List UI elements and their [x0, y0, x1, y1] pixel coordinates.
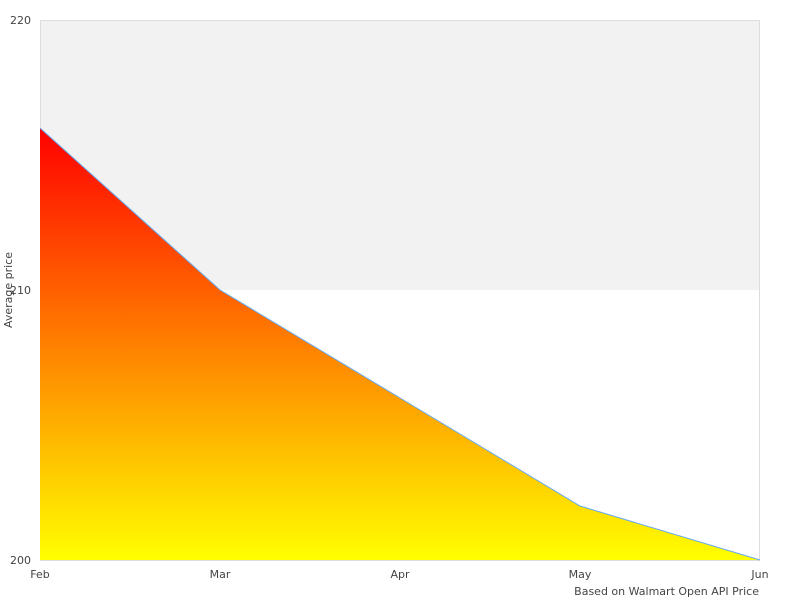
y-tick-label: 200	[10, 554, 31, 567]
x-tick-label: Jun	[750, 568, 768, 581]
y-axis-label: Average price	[2, 252, 15, 328]
x-tick-label: Mar	[210, 568, 231, 581]
series-line	[39, 127, 761, 561]
y-tick-label: 220	[10, 14, 31, 27]
area-fill	[40, 128, 760, 560]
x-tick-label: May	[569, 568, 592, 581]
x-tick-label: Apr	[390, 568, 410, 581]
x-tick-label: Feb	[30, 568, 49, 581]
x-axis-label: Based on Walmart Open API Price	[574, 585, 759, 598]
y-tick-label: 210	[10, 284, 31, 297]
